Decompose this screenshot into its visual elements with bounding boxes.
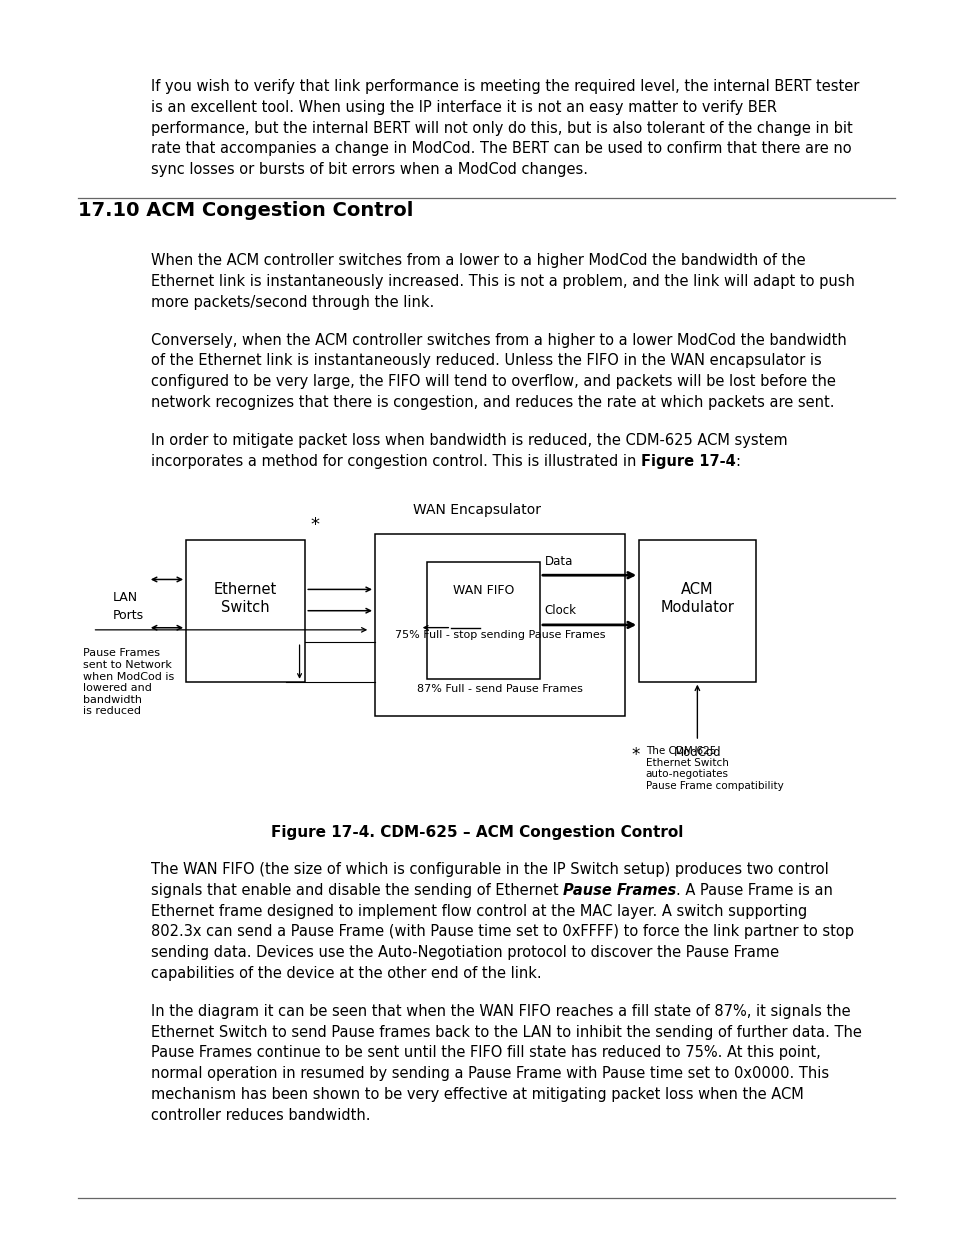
Text: performance, but the internal BERT will not only do this, but is also tolerant o: performance, but the internal BERT will …: [151, 121, 852, 136]
Text: incorporates a method for congestion control. This is illustrated in: incorporates a method for congestion con…: [151, 453, 640, 469]
Text: *: *: [631, 746, 639, 764]
Text: Pause Frames
sent to Network
when ModCod is
lowered and
bandwidth
is reduced: Pause Frames sent to Network when ModCod…: [83, 648, 174, 716]
Text: ACM
Modulator: ACM Modulator: [659, 582, 734, 615]
Text: Figure 17-4. CDM-625 – ACM Congestion Control: Figure 17-4. CDM-625 – ACM Congestion Co…: [271, 825, 682, 840]
Text: mechanism has been shown to be very effective at mitigating packet loss when the: mechanism has been shown to be very effe…: [151, 1087, 802, 1102]
Text: The CDM-625
Ethernet Switch
auto-negotiates
Pause Frame compatibility: The CDM-625 Ethernet Switch auto-negotia…: [645, 746, 782, 790]
Text: sync losses or bursts of bit errors when a ModCod changes.: sync losses or bursts of bit errors when…: [151, 162, 587, 177]
Bar: [375, 534, 624, 716]
Text: Ethernet
Switch: Ethernet Switch: [213, 582, 277, 615]
Text: capabilities of the device at the other end of the link.: capabilities of the device at the other …: [151, 966, 540, 981]
Text: Figure 17-4: Figure 17-4: [640, 453, 735, 469]
Text: Ethernet Switch to send Pause frames back to the LAN to inhibit the sending of f: Ethernet Switch to send Pause frames bac…: [151, 1025, 861, 1040]
Text: is an excellent tool. When using the IP interface it is not an easy matter to ve: is an excellent tool. When using the IP …: [151, 100, 776, 115]
Text: WAN FIFO: WAN FIFO: [453, 584, 514, 598]
Text: configured to be very large, the FIFO will tend to overflow, and packets will be: configured to be very large, the FIFO wi…: [151, 374, 835, 389]
Text: 75% Full - stop sending Pause Frames: 75% Full - stop sending Pause Frames: [395, 630, 604, 640]
Text: . A Pause Frame is an: . A Pause Frame is an: [676, 883, 832, 898]
Text: Clock: Clock: [544, 604, 577, 618]
Text: Ports: Ports: [112, 610, 144, 622]
Text: The WAN FIFO (the size of which is configurable in the IP Switch setup) produces: The WAN FIFO (the size of which is confi…: [151, 862, 827, 877]
Text: :: :: [735, 453, 740, 469]
Text: more packets/second through the link.: more packets/second through the link.: [151, 295, 434, 310]
Text: of the Ethernet link is instantaneously reduced. Unless the FIFO in the WAN enca: of the Ethernet link is instantaneously …: [151, 353, 821, 368]
Text: sending data. Devices use the Auto-Negotiation protocol to discover the Pause Fr: sending data. Devices use the Auto-Negot…: [151, 945, 778, 960]
Text: 802.3x can send a Pause Frame (with Pause time set to 0xFFFF) to force the link : 802.3x can send a Pause Frame (with Paus…: [151, 924, 853, 940]
Text: 17.10 ACM Congestion Control: 17.10 ACM Congestion Control: [78, 201, 414, 220]
Bar: [639, 540, 755, 682]
Text: network recognizes that there is congestion, and reduces the rate at which packe: network recognizes that there is congest…: [151, 395, 833, 410]
Text: 87% Full - send Pause Frames: 87% Full - send Pause Frames: [416, 684, 582, 694]
Text: normal operation in resumed by sending a Pause Frame with Pause time set to 0x00: normal operation in resumed by sending a…: [151, 1066, 828, 1081]
Text: controller reduces bandwidth.: controller reduces bandwidth.: [151, 1108, 370, 1123]
Text: If you wish to verify that link performance is meeting the required level, the i: If you wish to verify that link performa…: [151, 79, 859, 94]
Text: Pause Frames continue to be sent until the FIFO fill state has reduced to 75%. A: Pause Frames continue to be sent until t…: [151, 1045, 820, 1061]
Text: In the diagram it can be seen that when the WAN FIFO reaches a fill state of 87%: In the diagram it can be seen that when …: [151, 1004, 849, 1019]
Text: *: *: [310, 515, 319, 534]
Text: WAN Encapsulator: WAN Encapsulator: [413, 503, 540, 517]
Text: Ethernet link is instantaneously increased. This is not a problem, and the link : Ethernet link is instantaneously increas…: [151, 274, 854, 289]
Text: LAN: LAN: [112, 590, 137, 604]
Text: Pause Frames: Pause Frames: [562, 883, 676, 898]
Text: rate that accompanies a change in ModCod. The BERT can be used to confirm that t: rate that accompanies a change in ModCod…: [151, 141, 850, 157]
Text: Ethernet frame designed to implement flow control at the MAC layer. A switch sup: Ethernet frame designed to implement flo…: [151, 904, 806, 919]
Text: signals that enable and disable the sending of Ethernet: signals that enable and disable the send…: [151, 883, 562, 898]
Text: ModCod: ModCod: [673, 746, 720, 760]
Text: Conversely, when the ACM controller switches from a higher to a lower ModCod the: Conversely, when the ACM controller swit…: [151, 332, 845, 348]
Text: Data: Data: [544, 555, 573, 568]
Text: When the ACM controller switches from a lower to a higher ModCod the bandwidth o: When the ACM controller switches from a …: [151, 253, 804, 268]
Bar: [427, 562, 539, 679]
Text: In order to mitigate packet loss when bandwidth is reduced, the CDM-625 ACM syst: In order to mitigate packet loss when ba…: [151, 433, 786, 448]
Bar: [186, 540, 305, 682]
